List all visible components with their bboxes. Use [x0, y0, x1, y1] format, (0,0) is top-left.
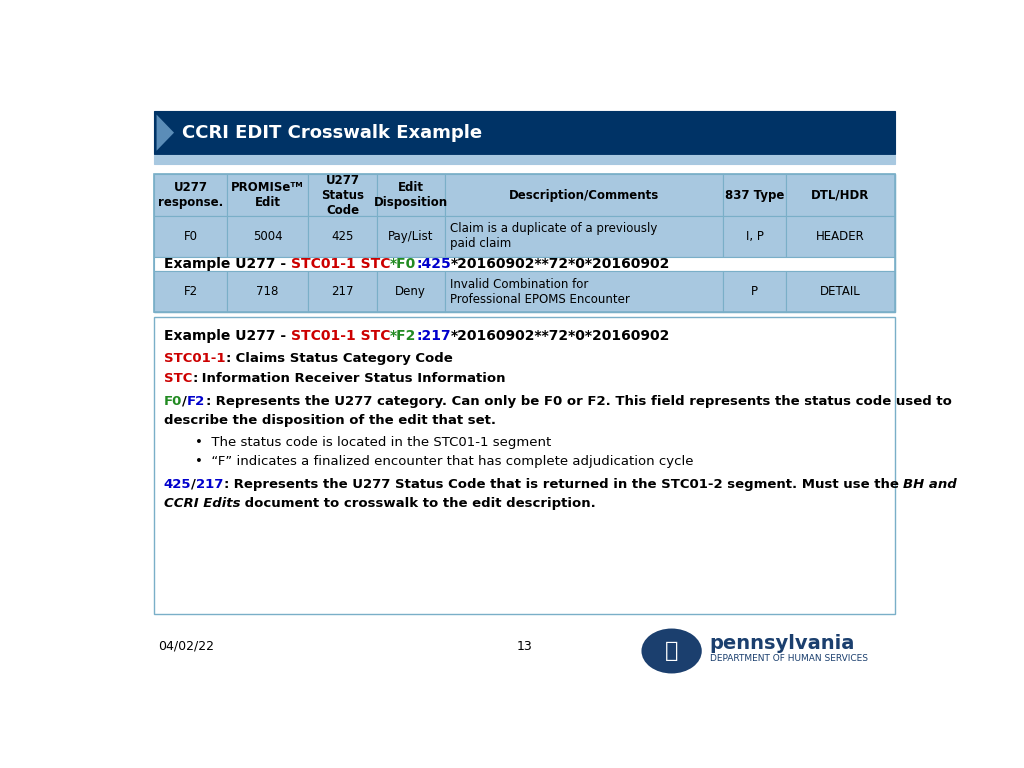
- Text: STC: STC: [164, 372, 193, 386]
- Bar: [308, 217, 377, 257]
- Bar: [155, 217, 227, 257]
- Bar: [155, 174, 895, 312]
- Text: •  “F” indicates a finalized encounter that has complete adjudication cycle: • “F” indicates a finalized encounter th…: [196, 455, 694, 468]
- Bar: [227, 217, 308, 257]
- Bar: [444, 174, 723, 217]
- Circle shape: [641, 628, 701, 674]
- Text: *F2: *F2: [390, 329, 417, 343]
- Bar: [227, 174, 308, 217]
- Bar: [377, 174, 444, 217]
- Text: :: :: [225, 352, 230, 365]
- Text: STC01-1 STC: STC01-1 STC: [291, 257, 390, 271]
- Text: BH and: BH and: [903, 478, 957, 491]
- Text: Information Receiver Status Information: Information Receiver Status Information: [198, 372, 506, 386]
- Text: *20160902**72*0*20160902: *20160902**72*0*20160902: [452, 329, 671, 343]
- Bar: [785, 174, 895, 217]
- Text: STC01-1 STC: STC01-1 STC: [291, 329, 390, 343]
- Text: Claim is a duplicate of a previously
paid claim: Claim is a duplicate of a previously pai…: [450, 223, 656, 250]
- Bar: [155, 317, 895, 614]
- Text: F2: F2: [187, 395, 205, 408]
- Bar: [785, 217, 895, 257]
- Bar: [155, 174, 895, 312]
- Text: document to crosswalk to the edit description.: document to crosswalk to the edit descri…: [241, 497, 596, 510]
- Text: Represents the U277 Status Code that is returned in the STC01-2 segment. Must us: Represents the U277 Status Code that is …: [228, 478, 903, 491]
- Text: /: /: [191, 478, 196, 491]
- Text: 425: 425: [164, 478, 191, 491]
- Text: •  The status code is located in the STC01-1 segment: • The status code is located in the STC0…: [196, 435, 552, 449]
- Text: :425: :425: [417, 257, 452, 271]
- Text: DTL/HDR: DTL/HDR: [811, 189, 869, 201]
- Text: Deny: Deny: [395, 285, 426, 298]
- Bar: [227, 271, 308, 312]
- Text: Represents the U277 category. Can only be F0 or F2. This field represents the st: Represents the U277 category. Can only b…: [211, 395, 951, 408]
- Bar: [155, 111, 895, 154]
- Bar: [444, 217, 723, 257]
- Text: U277
Status
Code: U277 Status Code: [321, 174, 364, 217]
- Text: 718: 718: [256, 285, 279, 298]
- Bar: [723, 174, 785, 217]
- Bar: [723, 271, 785, 312]
- Text: I, P: I, P: [745, 230, 764, 243]
- Text: Edit
Disposition: Edit Disposition: [374, 181, 447, 209]
- Bar: [155, 155, 895, 164]
- Bar: [155, 174, 227, 217]
- Text: Example U277 -: Example U277 -: [164, 257, 291, 271]
- Text: :: :: [223, 478, 228, 491]
- Text: Description/Comments: Description/Comments: [509, 189, 659, 201]
- Bar: [785, 271, 895, 312]
- Text: 217: 217: [196, 478, 223, 491]
- Bar: [308, 271, 377, 312]
- Text: HEADER: HEADER: [816, 230, 865, 243]
- Bar: [444, 271, 723, 312]
- Text: Pay/List: Pay/List: [388, 230, 433, 243]
- Text: 425: 425: [332, 230, 353, 243]
- Text: P: P: [751, 285, 758, 298]
- Bar: [723, 217, 785, 257]
- Text: pennsylvania: pennsylvania: [710, 634, 855, 653]
- Text: describe the disposition of the edit that set.: describe the disposition of the edit tha…: [164, 415, 496, 428]
- Text: DEPARTMENT OF HUMAN SERVICES: DEPARTMENT OF HUMAN SERVICES: [710, 654, 867, 664]
- Text: F0: F0: [183, 230, 198, 243]
- Text: F0: F0: [164, 395, 182, 408]
- Bar: [377, 217, 444, 257]
- Polygon shape: [157, 114, 174, 151]
- Bar: [155, 257, 895, 271]
- Text: 837 Type: 837 Type: [725, 189, 784, 201]
- Text: :: :: [205, 395, 211, 408]
- Text: PROMISeᵀᴹ
Edit: PROMISeᵀᴹ Edit: [231, 181, 304, 209]
- Text: *F0: *F0: [390, 257, 417, 271]
- Text: Example U277 -: Example U277 -: [164, 329, 291, 343]
- Text: 5004: 5004: [253, 230, 283, 243]
- Text: :217: :217: [417, 329, 452, 343]
- Text: DETAIL: DETAIL: [820, 285, 861, 298]
- Text: 04/02/22: 04/02/22: [158, 640, 214, 653]
- Text: 13: 13: [517, 640, 532, 653]
- Text: U277
response.: U277 response.: [158, 181, 223, 209]
- Text: CCRI Edits: CCRI Edits: [164, 497, 241, 510]
- Text: Invalid Combination for
Professional EPOMS Encounter: Invalid Combination for Professional EPO…: [450, 278, 630, 306]
- Text: CCRI EDIT Crosswalk Example: CCRI EDIT Crosswalk Example: [182, 124, 482, 141]
- Bar: [155, 271, 227, 312]
- Text: 217: 217: [331, 285, 353, 298]
- Text: 👪: 👪: [665, 641, 678, 661]
- Bar: [377, 271, 444, 312]
- Text: *20160902**72*0*20160902: *20160902**72*0*20160902: [452, 257, 671, 271]
- Text: STC01-1: STC01-1: [164, 352, 225, 365]
- Bar: [308, 174, 377, 217]
- Text: F2: F2: [183, 285, 198, 298]
- Text: :: :: [193, 372, 198, 386]
- Text: /: /: [182, 395, 187, 408]
- Text: Claims Status Category Code: Claims Status Category Code: [230, 352, 453, 365]
